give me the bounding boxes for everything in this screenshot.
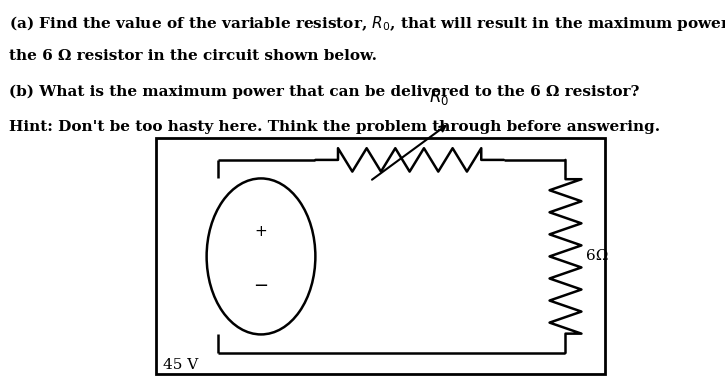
Text: (b) What is the maximum power that can be delivered to the 6 Ω resistor?: (b) What is the maximum power that can b…: [9, 85, 639, 99]
Text: −: −: [254, 277, 268, 295]
Text: 45 V: 45 V: [163, 358, 199, 372]
Text: the 6 Ω resistor in the circuit shown below.: the 6 Ω resistor in the circuit shown be…: [9, 49, 378, 63]
Text: +: +: [254, 223, 268, 239]
Ellipse shape: [207, 178, 315, 335]
Text: Hint: Don't be too hasty here. Think the problem through before answering.: Hint: Don't be too hasty here. Think the…: [9, 120, 660, 134]
Bar: [156, 138, 605, 374]
Text: (a) Find the value of the variable resistor, $R_0$, that will result in the maxi: (a) Find the value of the variable resis…: [9, 14, 725, 33]
Text: $R_0$: $R_0$: [428, 87, 449, 107]
Text: 6Ω: 6Ω: [586, 250, 608, 263]
